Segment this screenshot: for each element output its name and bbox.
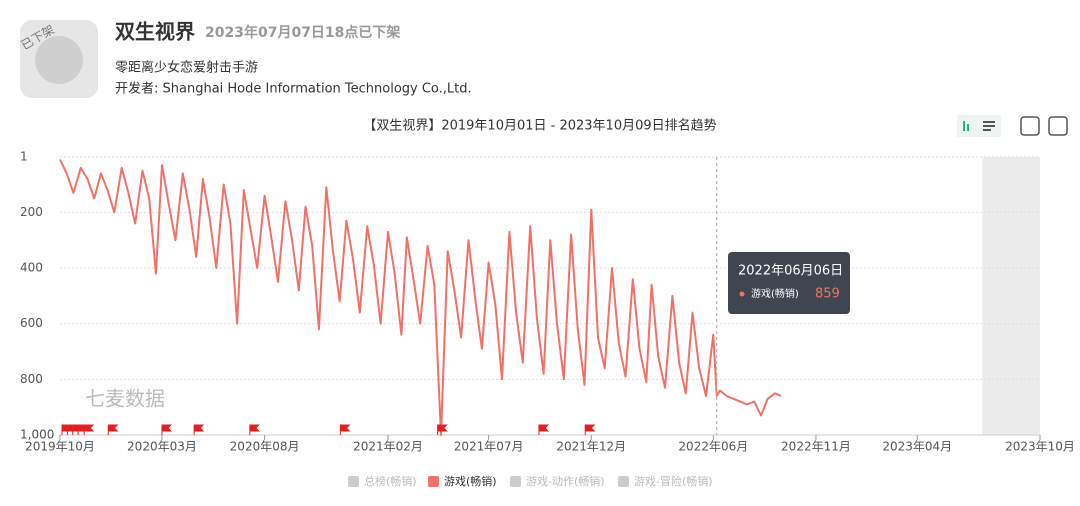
toggle-icon xyxy=(967,124,969,131)
legend-label[interactable]: 游戏-动作(畅销) xyxy=(526,474,605,488)
watermark: 七麦数据 xyxy=(85,387,165,411)
app-developer: 开发者: Shanghai Hode Information Technolog… xyxy=(115,81,472,97)
rank-line xyxy=(59,159,782,436)
x-tick-label: 2022年06月 xyxy=(678,440,748,454)
y-tick-label: 400 xyxy=(20,261,43,275)
save-image-button[interactable] xyxy=(1020,116,1040,136)
x-tick-label: 2021年02月 xyxy=(353,440,423,454)
legend-swatch xyxy=(618,476,629,487)
event-flag xyxy=(538,424,550,435)
x-tick-label: 2019年10月 xyxy=(25,440,95,454)
legend-swatch xyxy=(348,476,359,487)
x-tick-label: 2023年04月 xyxy=(882,440,952,454)
app-status: 2023年07月07日18点已下架 xyxy=(205,24,400,41)
toggle-icon xyxy=(983,125,995,127)
legend-label[interactable]: 游戏-冒险(畅销) xyxy=(634,474,713,488)
legend-swatch xyxy=(428,476,439,487)
legend-swatch xyxy=(510,476,521,487)
tooltip-value: 859 xyxy=(815,287,840,302)
event-flag xyxy=(584,424,596,435)
event-flag xyxy=(249,424,261,435)
y-tick-label: 600 xyxy=(20,316,43,330)
x-tick-label: 2020年08月 xyxy=(230,440,300,454)
event-flag xyxy=(107,424,119,435)
event-flag xyxy=(161,424,173,435)
chart-title: 【双生视界】2019年10月01日 - 2023年10月09日排名趋势 xyxy=(363,118,716,134)
event-flag xyxy=(83,424,95,435)
y-tick-label: 1,000 xyxy=(20,428,54,442)
icon-art xyxy=(35,36,83,84)
x-tick-label: 2023年10月 xyxy=(1005,440,1075,454)
delisted-area xyxy=(982,157,1040,435)
x-tick-label: 2022年11月 xyxy=(781,440,851,454)
legend-label[interactable]: 总榜(畅销) xyxy=(364,474,417,488)
tooltip-date: 2022年06月06日 xyxy=(738,264,843,279)
x-tick-label: 2020年03月 xyxy=(127,440,197,454)
y-tick-label: 1 xyxy=(20,150,28,164)
tooltip xyxy=(728,252,850,314)
y-tick-label: 800 xyxy=(20,372,43,386)
tooltip-dot xyxy=(739,291,745,297)
event-flag xyxy=(339,424,351,435)
tooltip-series: 游戏(畅销) xyxy=(751,287,799,300)
view-toggle[interactable] xyxy=(957,115,1001,137)
x-tick-label: 2021年12月 xyxy=(556,440,626,454)
toggle-icon xyxy=(983,129,991,131)
legend-label[interactable]: 游戏(畅销) xyxy=(444,474,497,488)
app-subtitle: 零距离少女恋爱射击手游 xyxy=(115,60,258,76)
y-tick-label: 200 xyxy=(20,205,43,219)
event-flag xyxy=(193,424,205,435)
event-flag xyxy=(437,424,448,435)
toggle-icon xyxy=(983,121,995,123)
app-title: 双生视界 xyxy=(115,20,195,44)
x-tick-label: 2021年07月 xyxy=(454,440,524,454)
toggle-icon xyxy=(963,121,965,131)
download-button[interactable] xyxy=(1048,116,1068,136)
